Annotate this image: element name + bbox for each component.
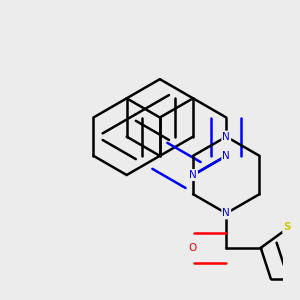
Text: N: N — [189, 170, 197, 180]
Text: O: O — [188, 243, 196, 253]
Text: N: N — [222, 151, 230, 161]
Text: S: S — [283, 222, 291, 233]
Text: N: N — [222, 132, 230, 142]
Text: N: N — [222, 151, 230, 161]
Text: N: N — [189, 170, 197, 180]
Text: N: N — [222, 208, 230, 218]
